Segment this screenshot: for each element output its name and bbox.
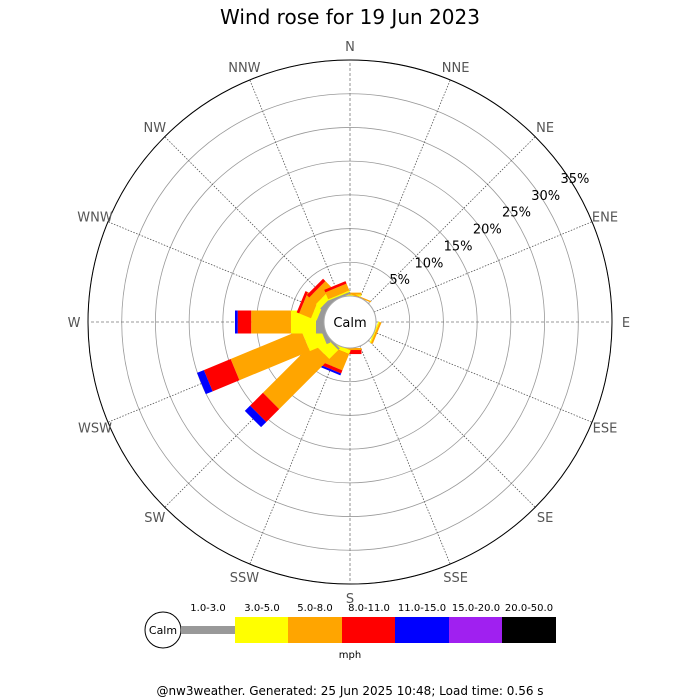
legend-swatch bbox=[181, 626, 235, 634]
radial-tick-label: 20% bbox=[473, 223, 502, 238]
radial-tick-label: 5% bbox=[389, 273, 410, 288]
direction-label: SSW bbox=[230, 571, 260, 586]
direction-labels: N NNE NE ENE E ESE SE SSE S SSW SW WSW W WNW NW NNW bbox=[68, 40, 631, 607]
direction-label: NW bbox=[144, 121, 167, 136]
spoke-line bbox=[368, 340, 536, 508]
legend-swatch bbox=[342, 617, 396, 643]
legend-calm-label: Calm bbox=[149, 624, 177, 637]
calm-label: Calm bbox=[333, 316, 366, 331]
wind-bar bbox=[230, 329, 310, 381]
direction-label: S bbox=[346, 592, 354, 607]
wind-bar bbox=[250, 392, 280, 422]
direction-label: ENE bbox=[592, 210, 618, 225]
direction-label: N bbox=[345, 40, 355, 55]
direction-label: SSE bbox=[443, 571, 468, 586]
radial-tick-label: 15% bbox=[444, 239, 473, 254]
legend-swatch bbox=[502, 617, 556, 643]
footer-credit: @nw3weather. Generated: 25 Jun 2025 10:4… bbox=[156, 684, 544, 698]
legend-swatch bbox=[395, 617, 449, 643]
wind-bar bbox=[328, 290, 350, 301]
spoke-line bbox=[107, 221, 327, 313]
wind-bar bbox=[234, 310, 238, 334]
spoke-line bbox=[164, 136, 332, 304]
wind-bar bbox=[369, 321, 380, 344]
radial-tick-label: 30% bbox=[531, 189, 560, 204]
wind-bar bbox=[319, 364, 342, 376]
legend-swatch bbox=[288, 617, 342, 643]
direction-label: W bbox=[68, 316, 81, 331]
legend-bin-label: 1.0-3.0 bbox=[190, 603, 225, 614]
wind-bar bbox=[325, 283, 350, 300]
wind-bar bbox=[338, 294, 362, 296]
legend-bin-label: 20.0-50.0 bbox=[505, 603, 553, 614]
direction-spokes bbox=[88, 60, 612, 584]
direction-label: SW bbox=[144, 511, 165, 526]
legend-bin-label: 11.0-15.0 bbox=[398, 603, 446, 614]
spoke-line bbox=[373, 331, 593, 423]
direction-label: WSW bbox=[78, 422, 112, 437]
wind-bar bbox=[296, 291, 308, 314]
wind-bar bbox=[319, 361, 343, 374]
spoke-line bbox=[249, 79, 341, 299]
direction-label: WNW bbox=[77, 210, 113, 225]
wind-bar bbox=[237, 310, 252, 334]
legend-swatch bbox=[449, 617, 503, 643]
wind-bar bbox=[309, 281, 333, 305]
wind-bar bbox=[262, 342, 330, 410]
wind-bar bbox=[203, 358, 240, 392]
spoke-line bbox=[249, 345, 341, 565]
radial-tick-labels: 5% 10%15%20%25%30%35% bbox=[389, 172, 589, 288]
chart-title: Wind rose for 19 Jun 2023 bbox=[220, 5, 480, 29]
legend-bin-label: 15.0-20.0 bbox=[452, 603, 500, 614]
grid-ring bbox=[155, 127, 545, 517]
calm-center: Calm bbox=[323, 295, 377, 349]
spoke-line bbox=[359, 79, 451, 299]
legend-bin-label: 5.0-8.0 bbox=[297, 603, 332, 614]
direction-label: NE bbox=[536, 121, 554, 136]
legend-swatch bbox=[235, 617, 289, 643]
direction-label: SE bbox=[537, 511, 553, 526]
legend-bin-label: 8.0-11.0 bbox=[348, 603, 390, 614]
legend-bin-label: 3.0-5.0 bbox=[244, 603, 279, 614]
radial-tick-label: 35% bbox=[560, 172, 589, 187]
wind-bar bbox=[244, 405, 267, 428]
direction-label: NNE bbox=[442, 61, 470, 76]
grid-ring bbox=[188, 160, 512, 484]
wind-bar bbox=[251, 310, 291, 334]
wind-bars bbox=[196, 278, 382, 428]
wind-bar bbox=[349, 292, 372, 303]
spoke-line bbox=[359, 345, 451, 565]
wind-bar bbox=[328, 291, 351, 303]
wind-bar bbox=[324, 281, 347, 293]
wind-bar bbox=[370, 321, 382, 344]
legend-units: mph bbox=[339, 650, 361, 661]
wind-bar bbox=[196, 370, 213, 395]
spoke-line bbox=[368, 136, 536, 304]
calm-circle bbox=[323, 295, 377, 349]
wind-bar bbox=[306, 278, 326, 298]
direction-label: ESE bbox=[593, 422, 618, 437]
speed-legend: Calm 1.0-3.0 3.0-5.0 5.0-8.0 8.0-11.0 11.0-15… bbox=[144, 603, 556, 661]
direction-label: NNW bbox=[228, 61, 260, 76]
wind-bar bbox=[338, 348, 362, 351]
radial-tick-label: 25% bbox=[502, 206, 531, 221]
spoke-line bbox=[373, 221, 593, 313]
direction-label: E bbox=[622, 316, 630, 331]
radial-tick-label: 10% bbox=[414, 256, 443, 271]
